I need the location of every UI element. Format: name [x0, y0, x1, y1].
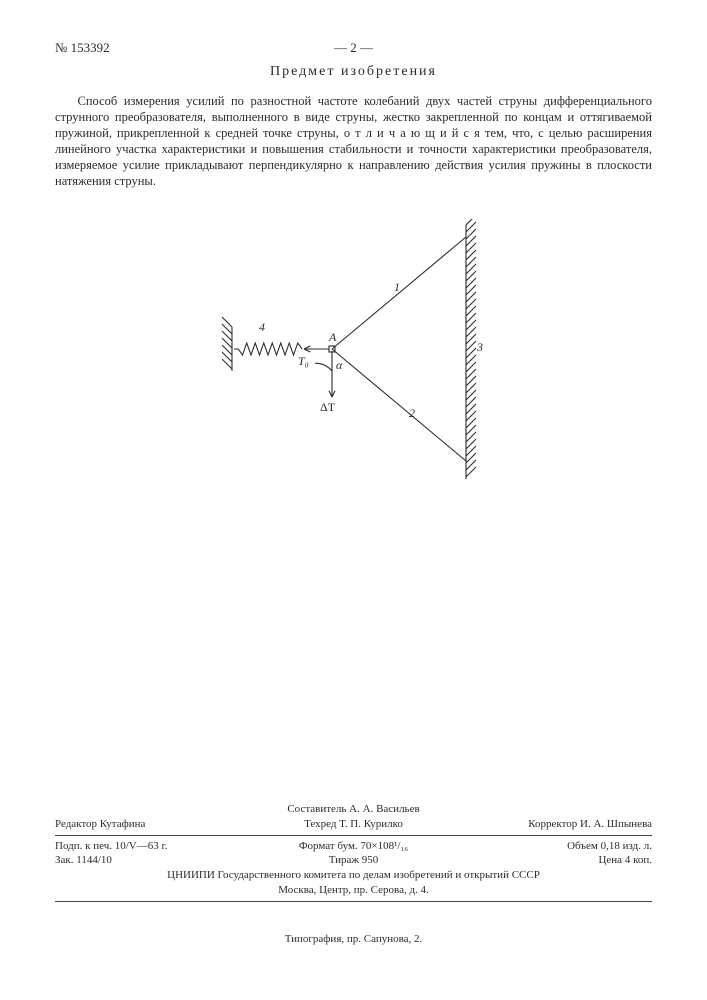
svg-text:ΔT: ΔT [320, 400, 336, 414]
format: Формат бум. 70×108¹/₁₆ [254, 839, 453, 854]
section-title: Предмет изобретения [55, 64, 652, 80]
volume: Объем 0,18 изд. л. [453, 839, 652, 854]
compiler-line: Составитель А. А. Васильев [55, 802, 652, 817]
org-line: ЦНИИПИ Государственного комитета по дела… [55, 868, 652, 883]
diagram-container: T₀ A ΔT α 1 2 3 4 [55, 219, 652, 499]
svg-text:α: α [336, 358, 343, 372]
svg-text:2: 2 [409, 406, 415, 420]
page: № 153392 — 2 — № 153392 Предмет изобрете… [0, 0, 707, 1000]
address-line: Москва, Центр, пр. Серова, д. 4. [55, 883, 652, 898]
page-marker: — 2 — [334, 40, 373, 56]
editor-row: Редактор Кутафина Техред Т. П. Курилко К… [55, 817, 652, 832]
corrector: Корректор И. А. Шпынева [453, 817, 652, 832]
svg-text:3: 3 [476, 340, 483, 354]
doc-number: № 153392 [55, 40, 110, 56]
divider-2 [55, 901, 652, 902]
print-row-2: Зак. 1144/10 Тираж 950 Цена 4 коп. [55, 853, 652, 868]
svg-text:T₀: T₀ [298, 354, 309, 368]
body-text: Способ измерения усилий по разностной ча… [55, 93, 652, 189]
tirazh: Тираж 950 [254, 853, 453, 868]
sign-date: Подп. к печ. 10/V—63 г. [55, 839, 254, 854]
svg-text:1: 1 [394, 280, 400, 294]
svg-text:4: 4 [259, 320, 265, 334]
editor: Редактор Кутафина [55, 817, 254, 832]
price: Цена 4 коп. [453, 853, 652, 868]
imprint-block: Составитель А. А. Васильев Редактор Кута… [55, 802, 652, 905]
techred: Техред Т. П. Курилко [254, 817, 453, 832]
print-row-1: Подп. к печ. 10/V—63 г. Формат бум. 70×1… [55, 839, 652, 854]
typography-line: Типография, пр. Сапунова, 2. [0, 933, 707, 945]
order: Зак. 1144/10 [55, 853, 254, 868]
header-row: № 153392 — 2 — № 153392 [55, 40, 652, 56]
string-transducer-diagram: T₀ A ΔT α 1 2 3 4 [204, 219, 504, 499]
svg-text:A: A [328, 330, 337, 344]
divider-1 [55, 835, 652, 836]
